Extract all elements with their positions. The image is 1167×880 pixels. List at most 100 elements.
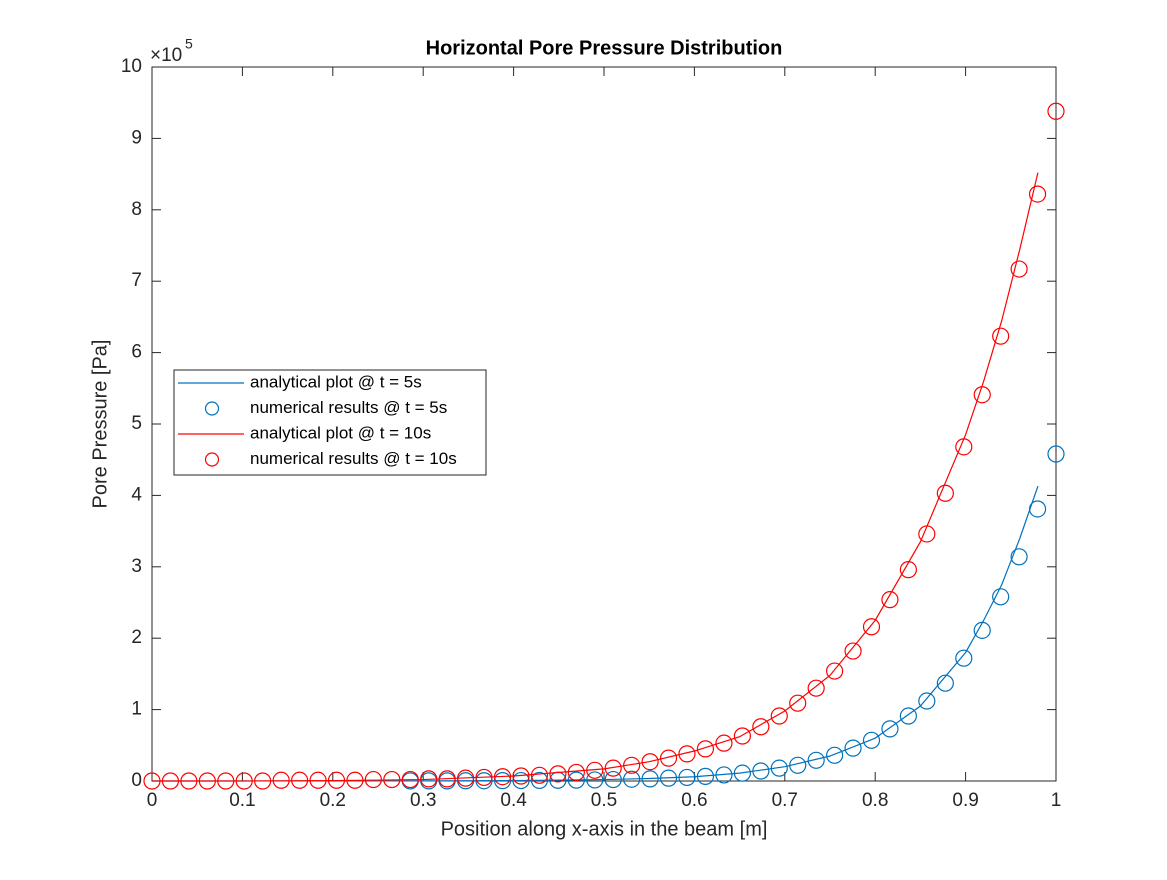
data-point [401, 770, 419, 789]
data-point [715, 734, 733, 752]
data-point [1010, 548, 1028, 566]
data-point [493, 768, 512, 786]
y-tick-label: 8 [131, 199, 142, 220]
data-point [438, 770, 456, 788]
data-point [752, 762, 770, 780]
data-point [217, 772, 235, 790]
x-tick-label: 0.7 [772, 790, 798, 811]
data-point [586, 761, 604, 779]
legend-box [173, 369, 487, 476]
data-point [789, 694, 807, 712]
data-point [973, 386, 991, 404]
x-tick-label: 1 [1051, 790, 1062, 811]
data-point [899, 707, 917, 725]
legend: analytical plot @ t = 5s numerical result… [173, 369, 487, 476]
y-tick-label: 9 [131, 127, 142, 148]
data-point [549, 765, 567, 783]
series-line [151, 485, 1039, 782]
series-line [152, 172, 1039, 782]
data-point [641, 753, 659, 771]
data-point [604, 770, 622, 789]
data-point [420, 770, 438, 788]
x-tick-label: 0.8 [862, 790, 888, 811]
data-point [161, 772, 180, 790]
y-tick-label: 1 [131, 699, 142, 720]
y-axis-label: Pore Pressure [Pa] [89, 340, 111, 509]
data-point [309, 771, 327, 789]
data-point [530, 766, 549, 784]
data-point [752, 718, 770, 736]
data-point [346, 771, 364, 789]
data-point [623, 756, 641, 774]
y-tick-label: 0 [131, 770, 142, 791]
data-point [955, 649, 973, 667]
data-point [715, 766, 733, 784]
data-point [936, 484, 954, 502]
y-tick-label: 10 [121, 56, 142, 77]
data-point [733, 727, 752, 745]
data-point [826, 662, 844, 680]
data-point [659, 769, 678, 787]
y-exponent: 5 [185, 36, 193, 52]
data-point [992, 588, 1010, 606]
x-tick-label: 0.5 [591, 790, 617, 811]
data-point [862, 618, 881, 636]
data-point [586, 771, 604, 789]
data-point [770, 707, 788, 725]
data-point [198, 772, 216, 790]
data-point [1047, 102, 1065, 120]
data-point [1028, 185, 1047, 203]
x-tick-label: 0.9 [952, 790, 978, 811]
data-point [475, 772, 493, 790]
y-tick-label: 3 [131, 556, 142, 577]
data-point [623, 770, 641, 788]
data-point [918, 692, 936, 710]
data-point [862, 731, 881, 749]
data-point [143, 772, 161, 790]
data-point [1047, 445, 1065, 463]
data-point [881, 720, 899, 738]
x-tick-label: 0 [147, 790, 158, 811]
data-point [475, 768, 493, 787]
data-point [364, 770, 382, 789]
data-point [918, 525, 936, 543]
data-point [678, 768, 696, 787]
data-point [955, 438, 973, 456]
data-point [254, 772, 272, 790]
data-point [696, 767, 715, 785]
legend-label: numerical results @ t = 10s [250, 449, 457, 468]
data-point [456, 769, 475, 787]
legend-swatch [204, 401, 220, 416]
chart-title: Horizontal Pore Pressure Distribution [426, 37, 783, 59]
data-point [604, 759, 622, 777]
y-tick-label: 2 [131, 627, 142, 648]
x-tick-label: 0.1 [229, 790, 255, 811]
y-tick-label: 7 [131, 270, 142, 291]
data-point [1010, 260, 1028, 278]
data-point [696, 740, 715, 758]
data-point [899, 561, 917, 579]
data-point [733, 764, 752, 782]
data-point [272, 771, 290, 789]
data-point [973, 621, 991, 639]
data-point [1028, 500, 1047, 518]
data-point [512, 767, 530, 785]
data-point [327, 771, 346, 789]
data-point [844, 642, 862, 660]
data-point [512, 771, 530, 790]
data-point [807, 751, 825, 769]
data-point [641, 770, 659, 788]
data-point [807, 679, 825, 697]
y-tick-label: 6 [131, 342, 142, 363]
data-point [235, 772, 253, 790]
data-point [530, 771, 549, 790]
data-point [844, 739, 862, 757]
legend-label: numerical results @ t = 5s [250, 398, 447, 417]
data-point [567, 763, 585, 782]
data-point [770, 759, 788, 777]
data-point [992, 327, 1010, 345]
data-point [383, 770, 401, 789]
x-tick-label: 0.4 [500, 790, 527, 811]
